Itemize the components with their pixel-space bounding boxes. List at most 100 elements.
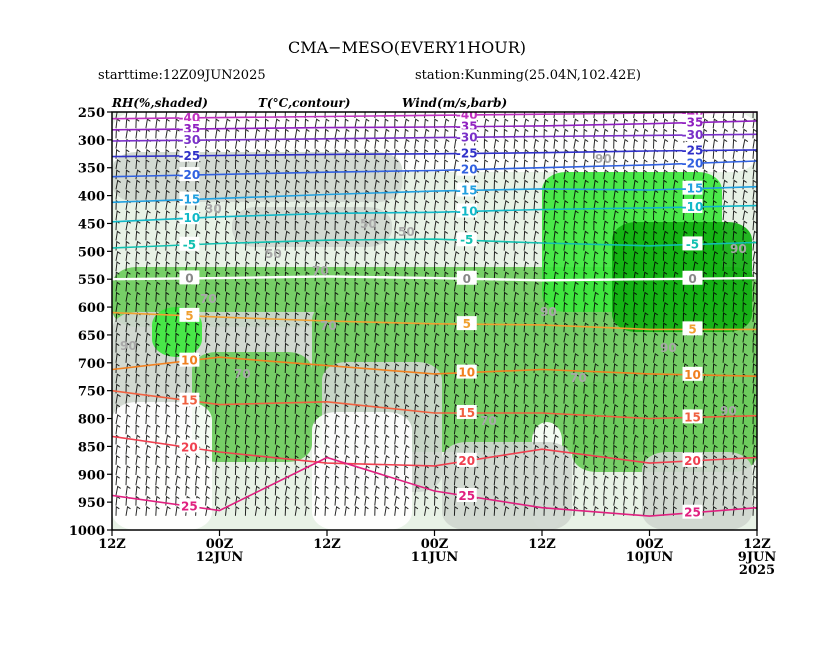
wind-barb	[314, 301, 319, 312]
wind-barb	[613, 393, 618, 404]
wind-barb	[234, 112, 237, 119]
wind-barb	[692, 393, 698, 404]
wind-barb	[155, 240, 160, 251]
wind-barb	[414, 495, 419, 506]
wind-barb	[444, 444, 450, 455]
wind-barb	[205, 352, 210, 363]
wind-barb	[324, 505, 329, 516]
wind-barb	[662, 414, 668, 425]
rh-contour-label: 70	[480, 414, 497, 428]
wind-barb	[215, 250, 220, 261]
wind-barb	[304, 210, 309, 221]
wind-barb	[215, 159, 220, 170]
wind-barb	[175, 434, 181, 445]
wind-barb	[662, 240, 668, 251]
wind-barb	[294, 332, 300, 343]
wind-barb	[712, 363, 717, 374]
rh-contour-label: 70	[570, 371, 587, 385]
wind-barb	[732, 424, 737, 435]
wind-barb	[573, 169, 579, 180]
wind-barb	[613, 424, 619, 435]
wind-barb	[543, 373, 549, 384]
wind-barb	[662, 475, 668, 486]
wind-barb	[135, 281, 140, 292]
rh-contour-label: 90	[660, 341, 677, 355]
wind-barb	[603, 322, 608, 333]
wind-barb	[205, 312, 210, 323]
wind-barb	[394, 424, 399, 435]
wind-barb	[244, 210, 250, 221]
wind-barb	[274, 465, 279, 476]
wind-barb	[633, 210, 638, 221]
wind-barb	[225, 424, 231, 435]
wind-barb	[424, 291, 430, 302]
wind-barb	[653, 138, 658, 149]
wind-barb	[344, 179, 350, 190]
wind-barb	[145, 261, 151, 272]
wind-barb	[732, 112, 735, 119]
wind-barb	[175, 332, 180, 343]
wind-barb	[523, 169, 529, 180]
wind-barb	[205, 118, 210, 129]
wind-barb	[662, 301, 669, 312]
wind-barb	[543, 454, 548, 465]
wind-barb	[533, 138, 539, 149]
wind-barb	[215, 322, 220, 333]
wind-barb	[603, 220, 609, 231]
wind-barb	[613, 332, 619, 343]
wind-barb	[752, 291, 757, 302]
wind-barb	[205, 230, 211, 241]
wind-barb	[643, 342, 648, 353]
wind-barb	[304, 403, 311, 414]
wind-barb	[473, 332, 478, 343]
wind-barb	[434, 230, 439, 241]
wind-barb	[234, 118, 241, 129]
wind-barb	[752, 128, 757, 139]
wind-barb	[294, 271, 300, 282]
wind-barb	[503, 424, 509, 435]
wind-barb	[205, 454, 210, 465]
wind-barb	[344, 261, 349, 272]
wind-barb	[583, 383, 588, 394]
wind-barb	[434, 424, 439, 435]
wind-barb	[205, 199, 211, 210]
wind-barb	[543, 179, 549, 190]
wind-barb	[633, 495, 638, 506]
wind-barb	[175, 495, 180, 506]
wind-barb	[135, 250, 141, 261]
wind-barb	[244, 342, 251, 353]
wind-barb	[374, 199, 379, 210]
wind-barb	[653, 475, 659, 486]
wind-barb	[583, 240, 588, 251]
wind-barb	[722, 261, 727, 272]
wind-barb	[314, 312, 320, 323]
wind-barb	[195, 424, 201, 435]
wind-barb	[344, 281, 349, 292]
wind-barb	[742, 281, 748, 292]
wind-barb	[434, 291, 440, 302]
wind-barb	[712, 342, 717, 353]
wind-barb	[165, 403, 170, 414]
wind-barb	[453, 475, 459, 486]
wind-barb	[404, 403, 410, 414]
wind-barb	[513, 220, 519, 231]
wind-barb	[394, 485, 399, 496]
wind-barb	[583, 495, 589, 506]
wind-barb	[234, 128, 240, 139]
wind-barb	[284, 393, 291, 404]
wind-barb	[493, 301, 500, 312]
wind-barb	[742, 424, 748, 435]
wind-barb	[344, 454, 350, 465]
wind-barb	[623, 505, 628, 516]
wind-barb	[613, 322, 618, 333]
wind-barb	[145, 159, 150, 170]
wind-barb	[314, 383, 320, 394]
wind-barb	[613, 383, 619, 394]
wind-barb	[284, 322, 291, 333]
wind-barb	[115, 112, 118, 119]
wind-barb	[195, 261, 201, 272]
wind-barb	[444, 342, 449, 353]
wind-barb	[444, 424, 450, 435]
wind-barb	[513, 393, 519, 404]
wind-barb	[374, 250, 380, 261]
